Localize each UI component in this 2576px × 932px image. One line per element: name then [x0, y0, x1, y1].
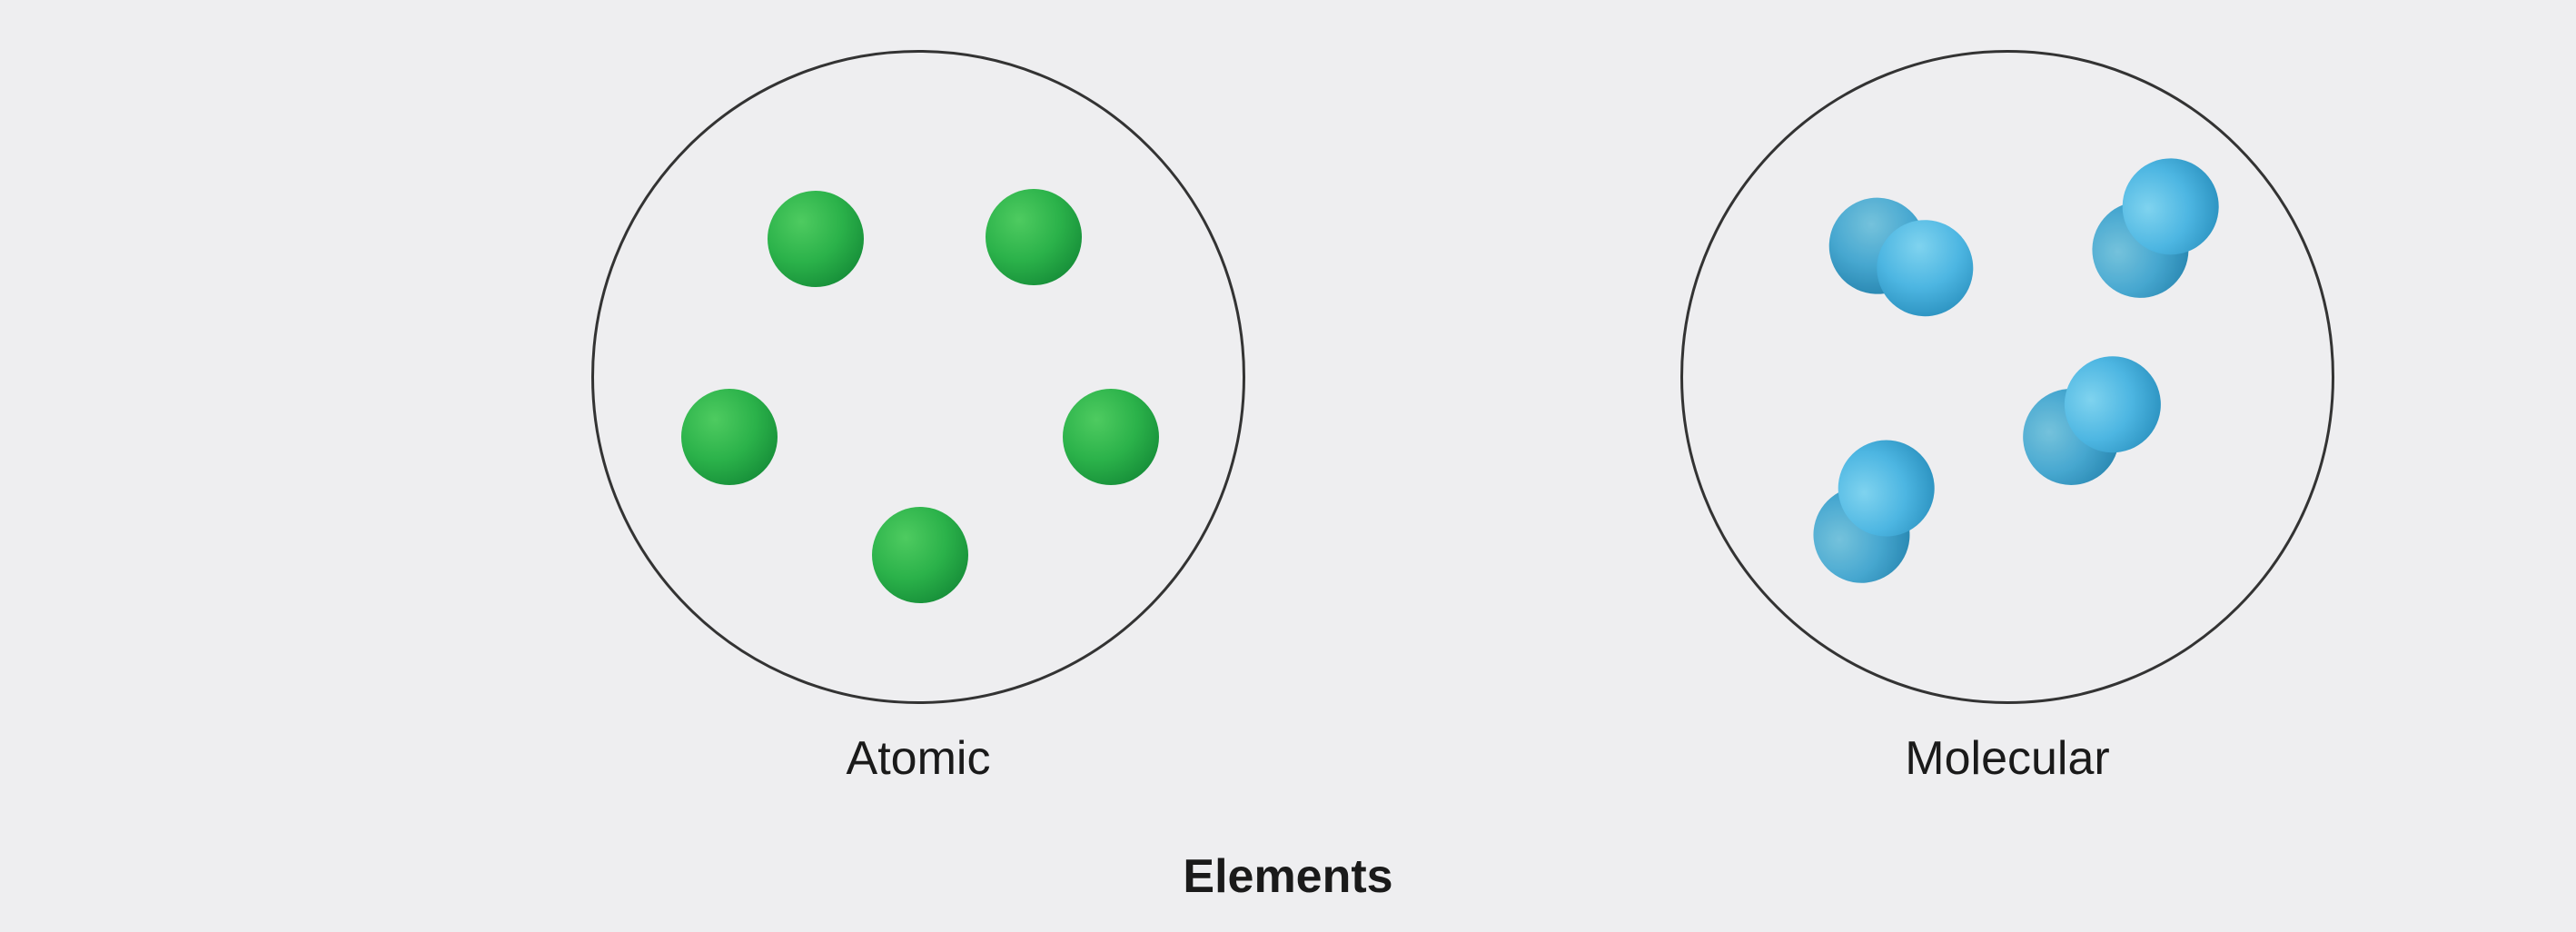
atom-sphere — [872, 507, 968, 603]
molecular-label: Molecular — [1680, 731, 2334, 786]
atom-sphere — [681, 389, 778, 485]
atom-sphere — [768, 191, 864, 287]
diatomic-molecule — [2004, 337, 2181, 505]
atom-sphere — [1063, 389, 1159, 485]
molecular-ring — [1680, 50, 2334, 704]
diatomic-molecule — [1797, 423, 1952, 600]
atomic-ring — [591, 50, 1245, 704]
diagram-canvas: Atomic Molecular Elements — [0, 0, 2576, 932]
atom-sphere — [986, 189, 1082, 285]
molecular-panel: Molecular — [1680, 50, 2334, 786]
atomic-label: Atomic — [591, 731, 1245, 786]
diatomic-molecule — [2073, 139, 2237, 316]
diagram-title: Elements — [0, 849, 2576, 904]
atomic-panel: Atomic — [591, 50, 1245, 786]
diatomic-molecule — [1813, 182, 1989, 332]
